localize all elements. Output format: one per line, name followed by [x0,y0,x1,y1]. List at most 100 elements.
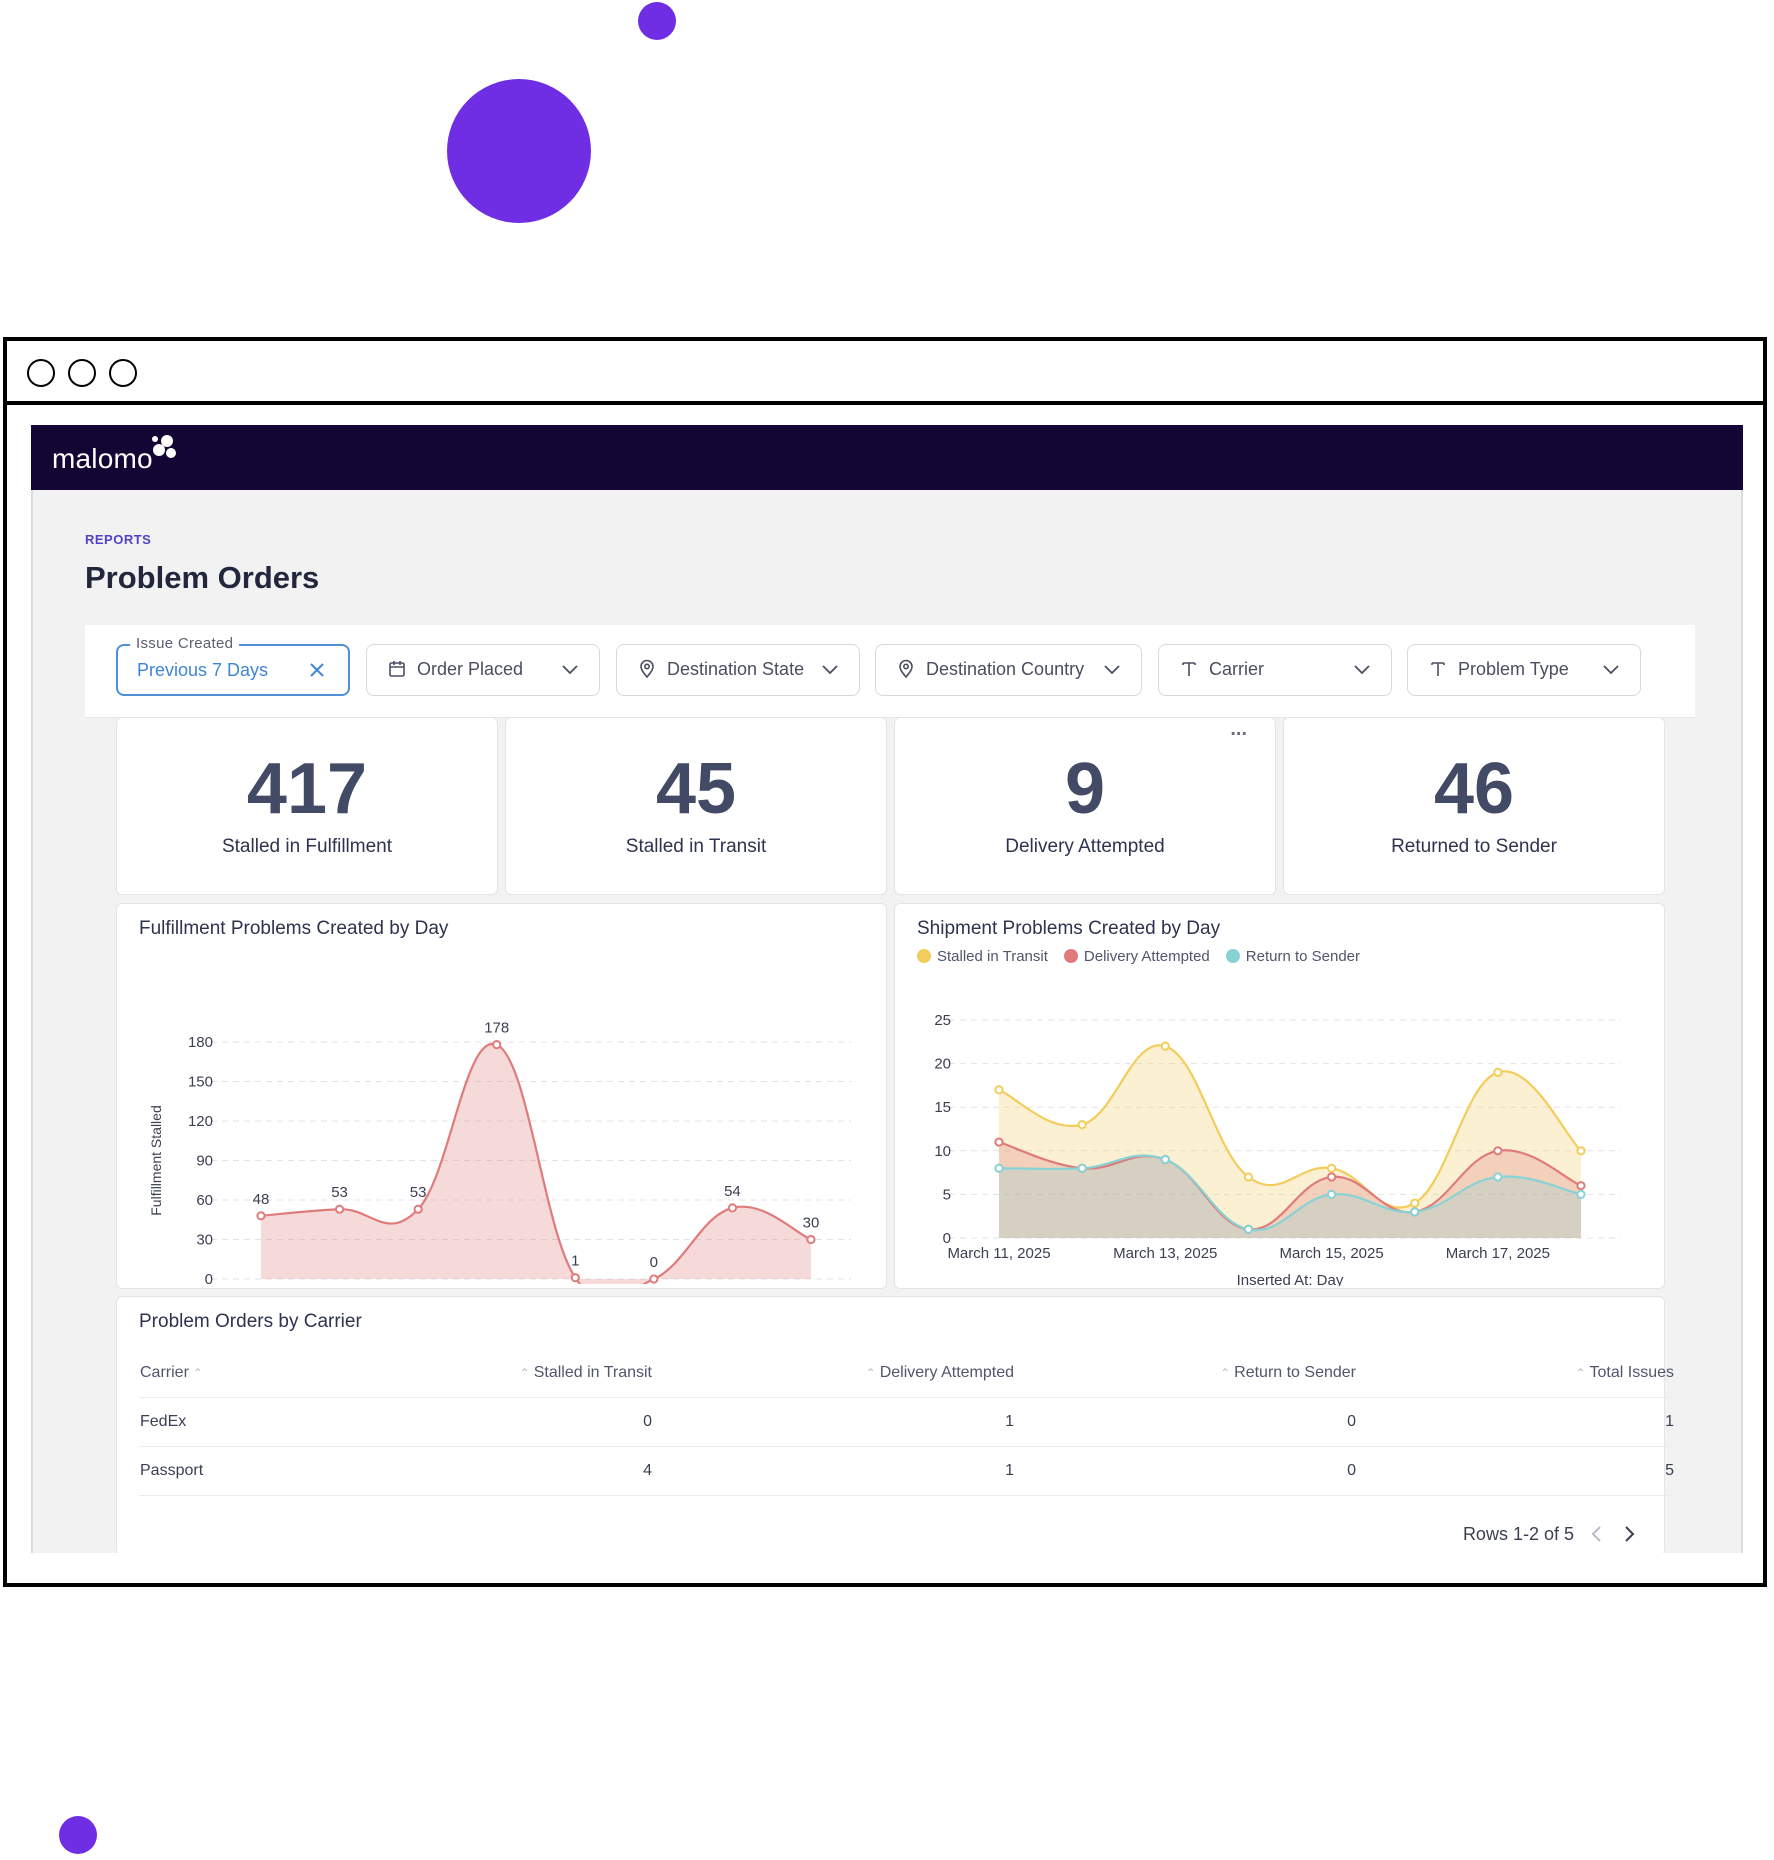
legend-item[interactable]: Return to Sender [1225,948,1361,965]
order-placed-filter[interactable]: Order Placed [366,644,600,696]
more-options-icon[interactable]: ... [1230,718,1247,740]
cell-stalled-transit: 0 [441,1397,653,1447]
stat-value: 417 [246,749,368,829]
data-point [1576,1181,1586,1191]
data-label: 178 [484,1020,509,1037]
series-area [999,1155,1581,1238]
chevron-down-icon [1104,665,1120,675]
data-point [413,1204,423,1214]
carrier-filter[interactable]: Carrier [1158,644,1392,696]
app-header: malomo [31,425,1743,490]
column-header-delivery-attempted[interactable]: ⌃ Delivery Attempted [653,1349,1015,1398]
destination-country-filter[interactable]: Destination Country [875,644,1142,696]
next-page-icon[interactable] [1620,1523,1638,1545]
chart-title: Fulfillment Problems Created by Day [139,918,449,939]
data-point [1493,1067,1503,1077]
y-tick-label: 15 [934,1099,951,1116]
table-title: Problem Orders by Carrier [139,1311,362,1332]
data-point [806,1234,816,1245]
window-close-button[interactable] [27,359,55,387]
y-tick-label: 10 [934,1143,951,1160]
cell-carrier: FedEx [139,1397,441,1447]
problem-type-label: Problem Type [1458,659,1569,679]
stat-label: Delivery Attempted [1005,836,1165,857]
stat-card-stalled-fulfillment[interactable]: 417 Stalled in Fulfillment [116,717,498,895]
column-header-carrier[interactable]: Carrier ⌃ [139,1349,441,1398]
stat-card-stalled-transit[interactable]: 45 Stalled in Transit [505,717,887,895]
y-tick-label: 120 [188,1113,213,1130]
legend-label: Return to Sender [1245,948,1361,965]
x-tick-label: March 13, 2025 [1113,1245,1217,1262]
stat-label: Returned to Sender [1391,836,1557,857]
data-point [727,1203,738,1213]
data-point [994,1163,1004,1173]
destination-state-filter[interactable]: Destination State [616,644,860,696]
data-point [1243,1224,1254,1234]
column-label: Carrier [140,1364,189,1381]
issue-created-legend: Issue Created [130,635,240,652]
destination-country-label: Destination Country [926,659,1085,679]
series-line [998,1154,1582,1232]
problem-type-filter[interactable]: Problem Type [1407,644,1641,696]
column-header-return-sender[interactable]: ⌃ Return to Sender [1015,1349,1357,1398]
data-point [570,1273,580,1283]
data-point [994,1085,1004,1095]
carrier-table: Carrier ⌃ ⌃ Stalled in Transit ⌃ Delivery A… [139,1349,1675,1496]
chevron-down-icon [1603,665,1619,675]
y-tick-label: 0 [205,1271,213,1284]
stat-value: 46 [1433,749,1515,829]
table-row[interactable]: FedEx 0 1 0 1 [139,1397,1675,1447]
x-tick-label: March 17, 2025 [1446,1245,1550,1262]
y-tick-label: 20 [934,1056,951,1073]
data-label: 30 [803,1215,820,1232]
chevron-down-icon [562,665,578,675]
data-point [334,1204,345,1214]
cell-carrier: Passport [139,1446,441,1496]
column-header-stalled-transit[interactable]: ⌃ Stalled in Transit [441,1349,653,1398]
data-point [1243,1172,1254,1182]
table-header-row: Carrier ⌃ ⌃ Stalled in Transit ⌃ Delivery A… [139,1349,1675,1398]
window-titlebar [7,341,1763,405]
window-maximize-button[interactable] [109,359,137,387]
legend-label: Delivery Attempted [1083,948,1210,965]
order-placed-label: Order Placed [417,659,524,679]
calendar-icon [389,661,405,677]
issue-created-value: Previous 7 Days [137,660,269,680]
cell-total-issues: 5 [1357,1446,1675,1496]
y-tick-label: 60 [196,1192,213,1209]
chevron-down-icon [1354,665,1370,675]
cell-stalled-transit: 4 [441,1446,653,1496]
clear-filter-icon[interactable] [306,659,328,681]
column-label: Return to Sender [1234,1364,1356,1381]
logo-mark-icon [152,435,176,458]
breadcrumb[interactable]: REPORTS [85,532,152,547]
stat-card-delivery-attempted[interactable]: ... 9 Delivery Attempted [894,717,1276,895]
table-row[interactable]: Passport 4 1 0 5 [139,1446,1675,1496]
data-point [256,1211,266,1221]
data-label: 0 [650,1254,658,1271]
stat-card-returned-sender[interactable]: 46 Returned to Sender [1283,717,1665,895]
text-type-icon [1182,662,1196,676]
legend-item[interactable]: Delivery Attempted [1063,948,1210,965]
cell-total-issues: 1 [1357,1397,1675,1447]
stat-label: Stalled in Transit [625,836,767,857]
brand-logo[interactable]: malomo [52,435,176,475]
previous-page-icon[interactable] [1588,1523,1606,1545]
series-line [998,1141,1582,1231]
data-label: 48 [253,1191,270,1208]
fulfillment-chart-card: Fulfillment Problems Created by Day 0 30 6… [116,903,887,1289]
stat-value: 9 [1064,749,1106,829]
issue-created-filter[interactable]: Issue Created Previous 7 Days [116,635,350,696]
x-tick-label: March 11, 2025 [947,1245,1050,1262]
data-label: 53 [331,1184,348,1201]
cell-return-sender: 0 [1015,1446,1357,1496]
pagination-label: Rows 1-2 of 5 [1462,1523,1574,1544]
legend-item[interactable]: Stalled in Transit [917,948,1048,965]
chart-legend: Stalled in Transit Delivery Attempted Re… [917,948,1360,965]
column-header-total-issues[interactable]: ⌃ Total Issues [1357,1349,1675,1398]
sort-icon: ⌃ [865,1366,876,1380]
window-minimize-button[interactable] [68,359,96,387]
data-point [1410,1198,1420,1208]
y-tick-label: 25 [934,1012,951,1029]
data-point [1326,1172,1337,1182]
